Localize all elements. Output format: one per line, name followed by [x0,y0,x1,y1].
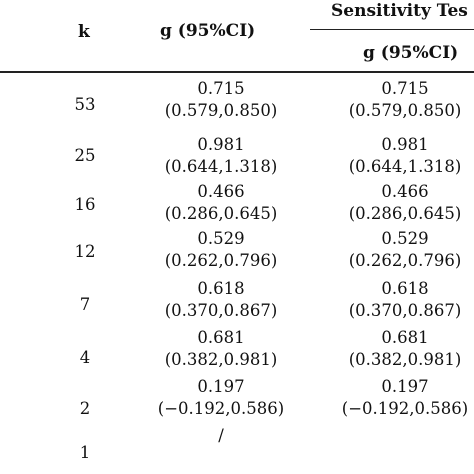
cell-k: 1 [79,443,91,462]
cell-sensitivity-value: 0.618 [381,279,429,298]
header-sensitivity-g-ci: g (95%CI) [363,43,459,63]
cell-g-value: 0.466 [197,182,245,201]
cell-k: 2 [79,399,91,418]
cell-sensitivity-ci: (0.286,0.645) [348,204,462,223]
cell-sensitivity-value: 0.466 [381,182,429,201]
header-g-ci: g (95%CI) [160,21,256,41]
cell-sensitivity-value: 0.981 [381,135,429,154]
cell-g-value: 0.981 [197,135,245,154]
header-subrule [310,29,474,30]
cell-k: 25 [74,146,96,165]
cell-sensitivity-ci: (0.370,0.867) [348,301,462,320]
cell-g-value: 0.681 [197,328,245,347]
cell-g-ci: (0.370,0.867) [164,301,278,320]
cell-sensitivity-ci: (0.644,1.318) [348,157,462,176]
cell-sensitivity-value: 0.529 [381,229,429,248]
cell-g-ci: (−0.192,0.586) [157,399,285,418]
cell-k: 7 [79,295,91,314]
header-bottom-rule [0,71,474,73]
cell-sensitivity-value: 0.681 [381,328,429,347]
cell-k: 16 [74,195,96,214]
cell-sensitivity-ci: (−0.192,0.586) [341,399,469,418]
cell-k: 4 [79,348,91,367]
cell-g-value: 0.715 [197,79,245,98]
cell-g-value: / [218,426,224,445]
cell-sensitivity-ci: (0.579,0.850) [348,101,462,120]
cell-g-ci: (0.579,0.850) [164,101,278,120]
cell-k: 53 [74,95,96,114]
cell-sensitivity-value: 0.715 [381,79,429,98]
cell-g-value: 0.197 [197,377,245,396]
cell-g-value: 0.529 [197,229,245,248]
cell-sensitivity-value: 0.197 [381,377,429,396]
header-sensitivity-test: Sensitivity Tes [331,1,468,21]
cell-g-value: 0.618 [197,279,245,298]
cell-g-ci: (0.286,0.645) [164,204,278,223]
cell-g-ci: (0.644,1.318) [164,157,278,176]
cell-g-ci: (0.262,0.796) [164,251,278,270]
cell-k: 12 [74,242,96,261]
header-k: k [78,22,90,42]
cell-g-ci: (0.382,0.981) [164,350,278,369]
cell-sensitivity-ci: (0.382,0.981) [348,350,462,369]
cell-sensitivity-ci: (0.262,0.796) [348,251,462,270]
